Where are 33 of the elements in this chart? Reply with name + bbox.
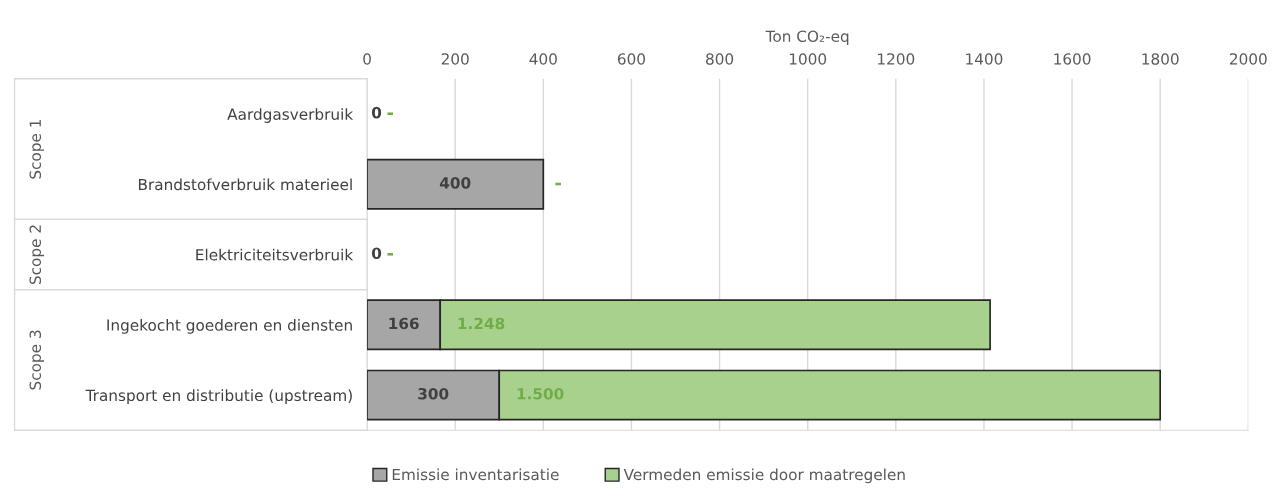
data-label: - (555, 182, 561, 186)
legend-label: Vermeden emissie door maatregelen (623, 468, 905, 484)
text: Scope 2 (29, 225, 44, 285)
x-tick-label: 1200 (878, 53, 915, 65)
x-tick-label: 200 (441, 53, 469, 65)
data-label: 300 (418, 387, 449, 400)
data-label: 0 (371, 247, 382, 259)
y-tick-label: Ingekocht goederen en diensten (107, 318, 352, 334)
data-label: 1.500 (517, 387, 564, 400)
x-tick-label: 1400 (966, 53, 1003, 65)
x-tick-label: 0 (363, 53, 371, 65)
legend-label: Emissie inventarisatie (392, 468, 559, 481)
data-label: - (387, 253, 394, 256)
y-tick-label: Brandstofverbruik materieel (138, 178, 352, 191)
data-label: 400 (439, 177, 471, 189)
bar (367, 158, 545, 210)
y-tick-label: Transport en distributie (upstream) (85, 389, 352, 405)
x-tick-label: 1000 (789, 53, 827, 65)
data-label: 166 (389, 317, 419, 330)
x-tick-label: 400 (529, 53, 557, 65)
y-tick-label: Elektriciteitsverbruik (196, 248, 354, 261)
x-tick-label: 2000 (1229, 53, 1267, 65)
x-tick-label: 600 (617, 53, 646, 65)
y-tick-label: Aardgasverbruik (227, 108, 354, 123)
x-tick-label: 800 (706, 53, 734, 65)
text: Scope 1 (29, 119, 44, 179)
x-tick-label: 1800 (1142, 53, 1179, 65)
text: Scope 3 (29, 330, 44, 390)
data-label: 1.248 (458, 317, 505, 330)
x-tick-label: 1600 (1054, 53, 1091, 65)
data-label: 0 (371, 106, 382, 119)
data-label: - (387, 112, 394, 116)
x-axis-title: Ton CO₂-eq (765, 30, 849, 45)
